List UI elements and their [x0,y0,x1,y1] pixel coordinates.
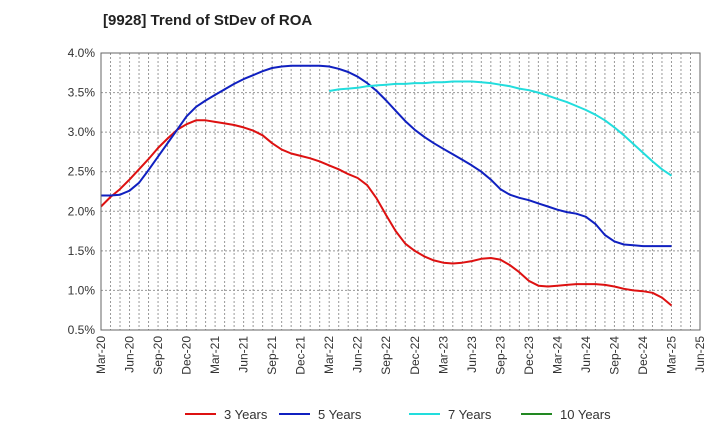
x-tick-label: Mar-23 [436,336,450,374]
series-line-7-years [329,80,673,177]
y-tick-label: 3.0% [68,125,96,139]
x-tick-label: Jun-24 [579,336,593,373]
y-tick-label: 1.0% [68,283,96,297]
x-tick-label: Sep-24 [607,336,621,375]
x-tick-label: Jun-22 [351,336,365,373]
series-layer [100,64,673,307]
chart-title: [9928] Trend of StDev of ROA [103,12,313,29]
plot-frame [100,52,701,331]
y-tick-label: 4.0% [68,46,96,60]
y-axis-tick-labels: 0.5% 1.0% 1.5% 2.0% 2.5% 3.0% 3.5% 4.0% [68,46,96,337]
x-axis-tick-labels: Mar-20 Jun-20 Sep-20 Dec-20 Mar-21 Jun-21 Sep-… [94,336,707,375]
x-tick-label: Jun-20 [123,336,137,373]
x-tick-label: Mar-22 [322,336,336,374]
x-tick-label: Mar-20 [94,336,108,374]
x-tick-label: Mar-21 [208,336,222,374]
legend-label-10-years: 10 Years [560,407,611,422]
x-tick-label: Dec-24 [636,336,650,375]
x-tick-label: Dec-20 [180,336,194,375]
series-line-3-years [100,119,673,307]
y-tick-label: 2.5% [68,165,96,179]
legend-label-3-years: 3 Years [224,407,268,422]
y-tick-label: 1.5% [68,244,96,258]
x-tick-label: Jun-23 [465,336,479,373]
x-tick-label: Sep-21 [265,336,279,375]
x-tick-label: Dec-21 [294,336,308,375]
y-tick-label: 0.5% [68,323,96,337]
x-tick-label: Jun-21 [237,336,251,373]
legend-label-5-years: 5 Years [318,407,362,422]
series-line-5-years [101,64,672,248]
x-tick-label: Mar-25 [664,336,678,374]
x-tick-label: Dec-23 [522,336,536,375]
x-tick-label: Dec-22 [408,336,422,375]
legend: 3 Years 5 Years 7 Years 10 Years [185,407,611,422]
x-tick-label: Sep-22 [379,336,393,375]
x-tick-label: Sep-20 [151,336,165,375]
x-tick-label: Jun-25 [693,336,707,373]
grid-layer [101,52,700,331]
y-tick-label: 3.5% [68,86,96,100]
x-tick-label: Mar-24 [550,336,564,374]
legend-label-7-years: 7 Years [448,407,492,422]
y-tick-label: 2.0% [68,204,96,218]
x-tick-label: Sep-23 [493,336,507,375]
